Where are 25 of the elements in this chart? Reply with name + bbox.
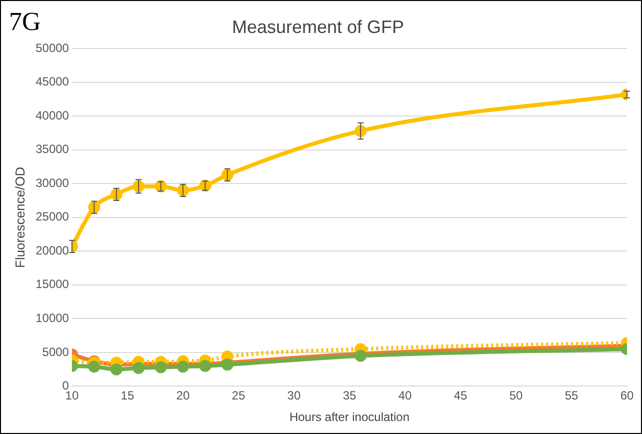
y-tick-label: 15000 (36, 277, 70, 292)
y-axis-title: Fluorescence/OD (12, 166, 28, 268)
y-tick-label: 5000 (42, 344, 70, 359)
x-axis-title: Hours after inoculation (289, 410, 410, 424)
y-tick-label: 30000 (36, 176, 70, 190)
y-tick-label: 10000 (36, 310, 70, 325)
x-tick-label: 45 (454, 388, 468, 403)
y-tick-label: 20000 (36, 243, 70, 258)
text: 7G (9, 7, 41, 37)
x-tick-label: 35 (342, 388, 356, 403)
y-tick-label: 35000 (36, 142, 70, 156)
x-tick-label: 50 (509, 388, 523, 403)
x-tick-label: 40 (398, 388, 412, 403)
x-tick-label: 20 (176, 388, 190, 403)
x-tick-label: 55 (564, 388, 578, 403)
x-tick-label: 60 (620, 388, 634, 403)
chart-title: Measurement of GFP (232, 16, 404, 37)
x-tick-label: 25 (232, 388, 246, 403)
x-tick-label: 10 (65, 388, 79, 403)
y-tick-label: 25000 (36, 210, 70, 224)
x-tick-label: 30 (287, 388, 301, 403)
y-tick-label: 50000 (36, 40, 70, 55)
y-tick-label: 40000 (36, 108, 70, 122)
y-tick-label: 45000 (36, 74, 70, 89)
x-tick-label: 15 (120, 388, 134, 403)
